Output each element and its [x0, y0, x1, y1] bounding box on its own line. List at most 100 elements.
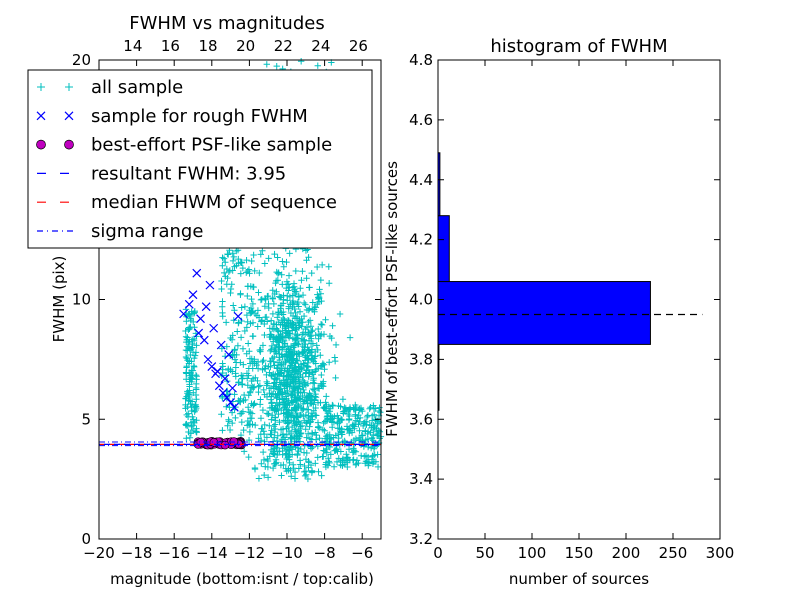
all-sample-point	[269, 464, 277, 472]
all-sample-point	[310, 375, 317, 382]
all-sample-point	[301, 389, 308, 396]
all-sample-point	[301, 379, 308, 386]
all-sample-point	[308, 346, 316, 353]
all-sample-point	[186, 325, 193, 332]
top-tick-label: 18	[198, 37, 217, 55]
y-tick-label: 4.2	[409, 231, 433, 249]
all-sample-point	[314, 62, 321, 69]
all-sample-point	[281, 352, 288, 360]
all-sample-point	[186, 311, 193, 319]
all-sample-point	[232, 359, 240, 366]
all-sample-point	[288, 356, 295, 363]
all-sample-point	[322, 316, 329, 323]
all-sample-point	[232, 403, 239, 411]
histogram-xlabel: number of sources	[509, 570, 649, 588]
rough-sample-point	[192, 268, 202, 278]
all-sample-point	[329, 402, 337, 410]
all-sample-point	[231, 391, 238, 398]
all-sample-point	[281, 397, 288, 405]
all-sample-point	[287, 473, 295, 480]
all-sample-point	[375, 432, 382, 439]
legend-x-icon	[36, 111, 46, 121]
histogram-y-ticks: 3.2 3.4 3.6 3.8 4.0 4.2 4.4 4.6 4.8	[409, 51, 720, 548]
all-sample-point	[222, 259, 229, 266]
top-tick-label: 22	[274, 37, 293, 55]
all-sample-point	[312, 390, 319, 398]
all-sample-point	[226, 426, 234, 434]
y-tick-label: 4.4	[409, 171, 433, 189]
all-sample-point	[289, 297, 297, 305]
all-sample-point	[318, 472, 325, 479]
all-sample-point	[287, 348, 294, 355]
all-sample-point	[192, 349, 200, 356]
all-sample-point	[232, 370, 239, 377]
all-sample-point	[312, 460, 319, 467]
all-sample-point	[219, 262, 226, 269]
all-sample-point	[283, 258, 290, 266]
all-sample-point	[374, 463, 382, 471]
all-sample-point	[262, 296, 269, 304]
all-sample-point	[257, 346, 264, 353]
all-sample-point	[278, 293, 285, 301]
histogram-bar	[437, 215, 450, 283]
all-sample-point	[262, 362, 269, 370]
all-sample-point	[284, 316, 292, 324]
all-sample-point	[258, 460, 265, 467]
all-sample-point	[295, 364, 303, 371]
all-sample-point	[332, 341, 340, 349]
all-sample-point	[183, 370, 190, 377]
all-sample-point	[244, 267, 251, 275]
all-sample-point	[246, 421, 254, 428]
all-sample-point	[283, 431, 291, 438]
all-sample-point	[366, 405, 373, 412]
all-sample-point	[311, 368, 319, 375]
all-sample-point	[295, 340, 302, 348]
all-sample-point	[245, 266, 253, 273]
all-sample-point	[183, 435, 190, 442]
all-sample-point	[318, 321, 326, 329]
all-sample-point	[246, 360, 254, 367]
all-sample-point	[350, 445, 357, 452]
all-sample-point	[267, 446, 275, 454]
all-sample-point	[314, 419, 322, 426]
all-sample-point	[255, 383, 262, 390]
all-sample-point	[239, 380, 246, 388]
legend-circle-icon	[64, 139, 74, 150]
all-sample-point	[278, 271, 285, 278]
all-sample-point	[272, 391, 279, 398]
all-sample-point	[263, 61, 270, 68]
all-sample-point	[313, 263, 321, 271]
all-sample-point	[263, 434, 271, 441]
all-sample-point	[260, 428, 267, 435]
all-sample-point	[292, 394, 299, 401]
all-sample-point	[319, 426, 327, 433]
x-tick-label: 250	[659, 544, 688, 562]
all-sample-point	[263, 371, 270, 379]
all-sample-point	[265, 410, 272, 418]
all-sample-point	[292, 360, 299, 367]
rough-sample-point	[203, 354, 213, 364]
all-sample-point	[306, 284, 313, 291]
rough-sample-point	[216, 340, 226, 350]
legend-plus-icon	[37, 83, 45, 91]
all-sample-point	[269, 438, 277, 445]
all-sample-point	[339, 408, 347, 415]
all-sample-point	[251, 421, 259, 429]
all-sample-point	[240, 391, 248, 399]
all-sample-point	[284, 281, 292, 288]
histogram-title: histogram of FWHM	[490, 36, 667, 57]
all-sample-point	[291, 426, 298, 433]
all-sample-point	[308, 352, 316, 359]
all-sample-point	[249, 375, 257, 383]
all-sample-point	[327, 451, 334, 458]
all-sample-point	[302, 301, 309, 308]
all-sample-point	[223, 265, 231, 273]
all-sample-point	[186, 381, 193, 388]
all-sample-point	[275, 354, 283, 361]
rough-sample-point	[199, 335, 209, 345]
all-sample-point	[309, 299, 316, 306]
all-sample-point	[278, 309, 285, 316]
all-sample-point	[294, 450, 301, 458]
legend-label: resultant FWHM: 3.95	[91, 163, 286, 184]
all-sample-point	[291, 341, 299, 349]
